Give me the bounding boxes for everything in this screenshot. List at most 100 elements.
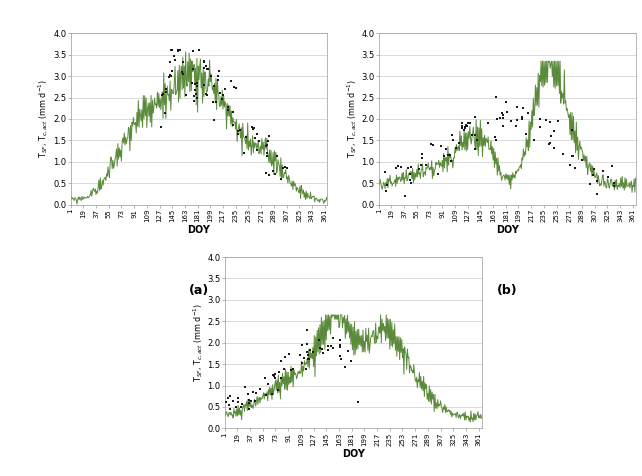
Point [565,161,575,169]
Point [252,130,262,138]
Point [445,151,455,159]
Point [381,187,391,195]
Point [200,62,211,69]
Point [240,383,250,391]
Point [215,89,225,97]
Point [335,341,345,349]
Point [189,80,200,88]
Point [465,119,476,127]
Point [544,118,555,126]
Point [483,119,493,127]
Point [268,168,278,175]
Point [400,192,410,200]
Point [603,173,614,181]
Point [167,67,177,75]
Point [498,114,508,122]
Point [231,84,241,92]
Point [436,142,446,150]
Point [223,394,234,401]
Point [448,136,458,144]
Point [263,137,273,145]
Point [217,95,227,103]
Point [521,130,531,138]
Point [267,390,277,397]
Point [433,170,444,178]
Point [261,169,271,177]
Point [173,47,183,54]
Point [323,346,333,354]
Point [467,131,477,139]
Point [598,168,608,175]
Point [462,123,472,130]
Point [592,177,602,184]
Point [248,125,258,133]
Point [166,47,176,54]
Point [192,94,202,101]
Point [272,386,282,393]
Point [297,359,308,367]
Point [523,109,533,117]
Point [232,398,243,406]
Y-axis label: T$_{SF}$, T$_{c,act}$ (mm d$^{-1}$): T$_{SF}$, T$_{c,act}$ (mm d$^{-1}$) [191,303,205,382]
Point [194,47,204,54]
Point [164,73,174,80]
Point [250,397,260,405]
Point [396,163,406,171]
Point [406,179,416,187]
Point [160,85,171,92]
Point [264,132,274,139]
Point [491,93,501,101]
X-axis label: DOY: DOY [187,225,211,235]
Point [518,104,528,112]
Point [453,139,464,146]
Point [511,123,521,130]
Point [250,134,261,142]
Point [160,109,170,117]
Point [302,340,312,348]
Point [463,119,473,127]
Point [276,357,286,365]
Point [506,117,516,125]
Point [221,398,231,406]
Point [421,161,431,169]
Point [457,122,467,130]
Point [585,180,595,188]
Point [529,136,539,144]
Point [166,72,177,79]
Point [472,137,482,144]
Point [199,81,209,89]
Point [512,117,523,124]
Point [279,366,289,373]
Point [173,48,183,55]
Point [609,182,619,190]
Point [223,401,234,409]
Point [236,403,246,410]
Point [405,170,415,178]
X-axis label: DOY: DOY [496,225,519,235]
Point [228,108,238,116]
Point [417,150,428,158]
Point [302,348,312,356]
Point [199,64,209,71]
Point [535,115,546,123]
Point [549,144,559,151]
Point [382,181,392,188]
Text: (a): (a) [189,284,209,297]
Point [328,334,338,342]
Point [517,115,527,122]
Point [277,164,288,172]
Point [577,156,587,164]
Point [263,381,273,388]
Point [325,342,336,350]
Point [470,113,480,120]
Point [428,141,438,149]
Point [220,85,230,92]
Point [512,103,522,111]
Point [223,107,233,114]
Point [244,399,254,407]
Point [209,116,220,124]
Point [192,79,202,87]
Point [403,164,413,172]
Point [548,127,559,135]
Point [161,89,171,96]
